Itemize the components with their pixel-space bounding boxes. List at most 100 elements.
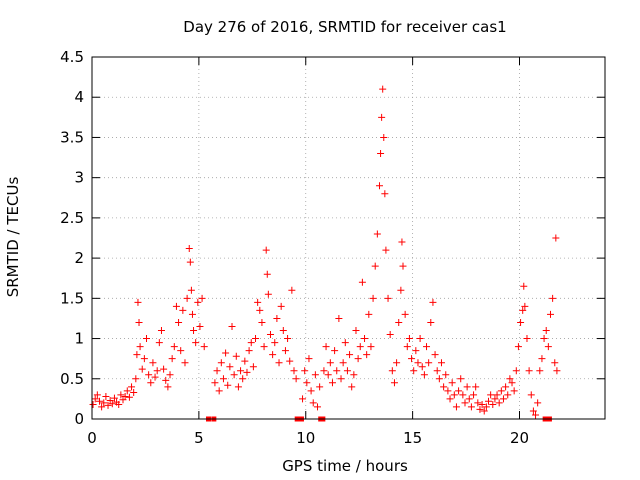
data-point xyxy=(166,371,174,379)
data-point xyxy=(523,335,531,343)
data-point xyxy=(393,359,401,367)
y-axis-label: SRMTID / TECUs xyxy=(4,177,22,298)
y-tick-label: 3.5 xyxy=(60,128,84,146)
data-point xyxy=(192,339,200,347)
data-point xyxy=(363,351,371,359)
data-point xyxy=(155,339,163,347)
data-point xyxy=(303,379,311,387)
data-point xyxy=(435,375,443,383)
data-point xyxy=(145,371,153,379)
data-point xyxy=(506,375,514,383)
data-point xyxy=(365,310,373,318)
data-point xyxy=(266,331,274,339)
data-point xyxy=(277,302,285,310)
data-points xyxy=(89,85,561,419)
data-point xyxy=(245,347,253,355)
data-point xyxy=(489,401,497,409)
data-point xyxy=(401,310,409,318)
data-point xyxy=(358,278,366,286)
data-point xyxy=(200,343,208,351)
data-point xyxy=(398,238,406,246)
data-point xyxy=(311,371,319,379)
data-point xyxy=(249,363,257,371)
data-point xyxy=(194,298,202,306)
data-point xyxy=(552,234,560,242)
data-point xyxy=(275,359,283,367)
data-point xyxy=(183,294,191,302)
data-point xyxy=(470,391,478,399)
data-point xyxy=(448,379,456,387)
data-point xyxy=(536,367,544,375)
data-point xyxy=(100,399,108,407)
data-point xyxy=(328,379,336,387)
data-point xyxy=(135,318,143,326)
data-point xyxy=(429,298,437,306)
data-point xyxy=(316,383,324,391)
data-point xyxy=(379,85,387,93)
data-point xyxy=(437,359,445,367)
data-point xyxy=(162,376,170,384)
data-point xyxy=(514,343,522,351)
data-point xyxy=(502,383,510,391)
data-point xyxy=(263,270,271,278)
data-point xyxy=(412,347,420,355)
y-tick-label: 4 xyxy=(74,88,84,106)
data-point xyxy=(410,367,418,375)
data-point xyxy=(459,391,467,399)
data-point xyxy=(153,367,161,375)
data-point xyxy=(91,395,99,403)
data-point xyxy=(529,407,537,415)
data-point xyxy=(133,351,141,359)
data-point xyxy=(271,339,279,347)
data-point xyxy=(149,359,157,367)
data-point xyxy=(450,391,458,399)
data-point xyxy=(480,407,488,415)
data-point xyxy=(108,400,116,408)
data-point xyxy=(198,294,206,302)
data-point xyxy=(301,367,309,375)
data-point xyxy=(457,375,465,383)
data-point xyxy=(151,373,159,381)
data-point xyxy=(273,314,281,322)
y-tick-label: 2 xyxy=(74,249,84,267)
y-tick-label: 2.5 xyxy=(60,209,84,227)
data-point xyxy=(452,403,460,411)
data-point xyxy=(117,391,125,399)
data-point xyxy=(222,349,230,357)
data-point xyxy=(132,375,140,383)
data-point xyxy=(420,371,428,379)
y-tick-label: 0.5 xyxy=(60,370,84,388)
data-point xyxy=(320,367,328,375)
data-point xyxy=(110,394,118,402)
data-point xyxy=(177,347,185,355)
data-point xyxy=(128,383,136,391)
data-point xyxy=(326,359,334,367)
data-point xyxy=(380,133,388,141)
data-point xyxy=(425,359,433,367)
data-point xyxy=(418,363,426,371)
y-tick-label: 0 xyxy=(74,410,84,428)
data-point xyxy=(292,375,300,383)
data-point xyxy=(361,335,369,343)
data-point xyxy=(224,381,232,389)
data-point xyxy=(254,298,262,306)
data-point xyxy=(134,298,142,306)
data-point xyxy=(324,371,332,379)
data-point xyxy=(423,343,431,351)
data-point xyxy=(256,306,264,314)
data-point xyxy=(331,347,339,355)
data-point xyxy=(551,359,559,367)
data-point xyxy=(474,399,482,407)
data-point xyxy=(388,367,396,375)
data-point xyxy=(281,347,289,355)
data-point xyxy=(247,339,255,347)
data-point xyxy=(386,331,394,339)
data-point xyxy=(190,327,198,335)
data-point xyxy=(350,371,358,379)
data-point xyxy=(504,391,512,399)
data-point xyxy=(181,359,189,367)
data-point xyxy=(381,190,389,198)
data-point xyxy=(521,302,529,310)
data-point xyxy=(482,403,490,411)
data-point xyxy=(446,395,454,403)
